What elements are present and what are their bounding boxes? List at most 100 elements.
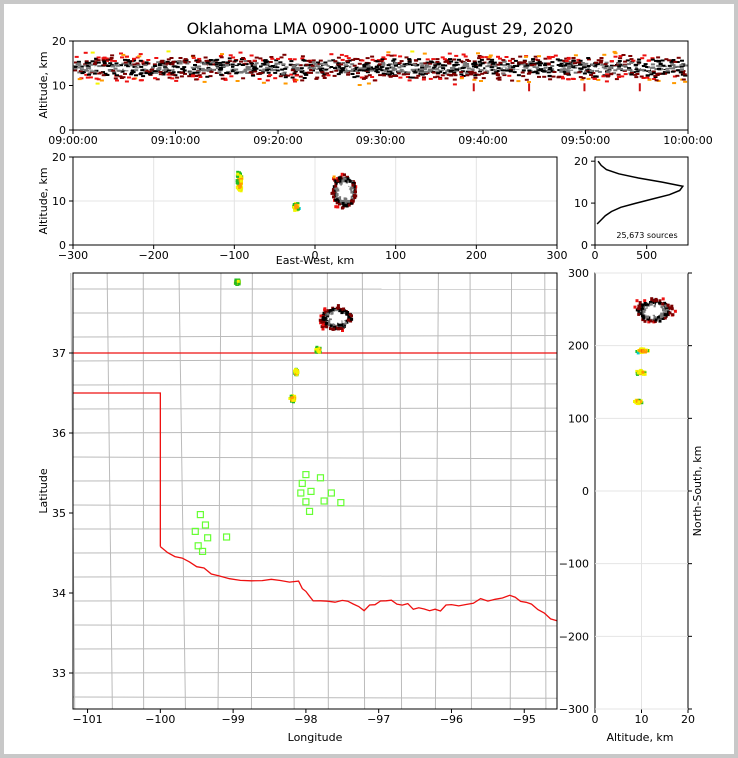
density-cell bbox=[535, 72, 540, 75]
red-river-border bbox=[159, 546, 558, 622]
density-cell bbox=[539, 62, 544, 65]
density-cell bbox=[642, 69, 647, 72]
density-cell bbox=[204, 62, 209, 65]
density-cell bbox=[201, 69, 206, 72]
density-cell bbox=[406, 71, 411, 74]
density-cell bbox=[141, 62, 146, 65]
density-cell bbox=[354, 66, 359, 69]
density-cell bbox=[604, 80, 609, 83]
source-count-annotation: 25,673 sources bbox=[616, 231, 677, 240]
density-cell bbox=[435, 75, 440, 78]
ns-cluster-cell bbox=[653, 301, 657, 304]
density-cell bbox=[367, 74, 372, 77]
plan-cluster-cell bbox=[322, 321, 326, 325]
density-cell bbox=[449, 60, 454, 63]
density-cell bbox=[673, 60, 678, 63]
ew-cluster-cell bbox=[349, 201, 353, 205]
density-cell bbox=[365, 68, 370, 71]
density-cell bbox=[473, 74, 478, 77]
density-cell bbox=[315, 65, 320, 68]
density-cell bbox=[521, 63, 526, 66]
density-cell bbox=[154, 57, 159, 59]
density-cell bbox=[528, 66, 533, 69]
density-cell bbox=[266, 71, 271, 74]
density-cell bbox=[214, 61, 219, 64]
density-cell bbox=[412, 63, 417, 66]
density-cell bbox=[605, 73, 610, 76]
plan-x-tick-label: −99 bbox=[222, 713, 245, 726]
density-cell bbox=[601, 75, 606, 78]
density-cell bbox=[211, 68, 216, 71]
time-altitude-panel: 09:00:00 09:10:00 09:20:00 09:30:00 09:40:00… bbox=[48, 35, 712, 147]
county-line bbox=[72, 479, 558, 482]
density-cell bbox=[376, 59, 381, 62]
county-line bbox=[72, 430, 558, 434]
density-cell bbox=[161, 62, 166, 65]
density-cell bbox=[381, 63, 386, 66]
density-cell bbox=[94, 58, 99, 61]
density-cell bbox=[560, 68, 565, 71]
plan-cluster-cell bbox=[331, 307, 335, 311]
density-cell bbox=[618, 63, 623, 66]
ns-cluster-cell bbox=[644, 308, 648, 312]
county-line bbox=[106, 272, 113, 710]
ew-cluster-cell bbox=[347, 195, 351, 199]
ew-cluster-cell bbox=[339, 199, 343, 203]
density-cell bbox=[148, 73, 152, 76]
density-cell bbox=[408, 76, 413, 79]
density-cell bbox=[496, 63, 500, 66]
density-cell bbox=[428, 62, 433, 65]
ew-cluster-cell bbox=[339, 196, 343, 200]
density-cell bbox=[387, 74, 392, 77]
ew-cluster-cell bbox=[334, 180, 338, 183]
density-cell bbox=[643, 63, 648, 66]
density-cell bbox=[279, 56, 284, 59]
county-line bbox=[72, 456, 558, 460]
density-cell bbox=[119, 64, 123, 67]
density-cell bbox=[105, 59, 109, 62]
ew-cluster-cell bbox=[339, 192, 343, 196]
density-cell bbox=[555, 58, 560, 61]
density-cell bbox=[134, 66, 139, 69]
density-cell bbox=[218, 66, 223, 69]
county-line bbox=[434, 272, 439, 710]
density-cell bbox=[355, 58, 360, 60]
density-cell bbox=[478, 63, 483, 66]
density-cell bbox=[586, 58, 591, 61]
density-cell bbox=[558, 66, 563, 69]
density-cell bbox=[316, 61, 320, 64]
ew-cluster-cell bbox=[335, 195, 339, 199]
density-cell bbox=[489, 66, 494, 69]
density-cell bbox=[340, 69, 345, 71]
density-cell bbox=[616, 73, 621, 76]
density-cell bbox=[523, 55, 528, 58]
density-cell bbox=[387, 73, 392, 76]
plan-cluster-cell bbox=[334, 311, 337, 315]
density-cell bbox=[625, 59, 630, 62]
density-cell bbox=[227, 60, 232, 63]
density-cell bbox=[548, 78, 553, 81]
density-cell bbox=[103, 72, 108, 75]
density-cell bbox=[469, 73, 474, 76]
density-cell bbox=[366, 82, 371, 85]
plan-x-tick-label: −98 bbox=[294, 713, 317, 726]
density-cell bbox=[253, 64, 258, 67]
density-cell bbox=[519, 65, 524, 68]
density-cell bbox=[425, 64, 430, 67]
density-cell bbox=[351, 58, 356, 61]
density-cell bbox=[586, 65, 591, 67]
density-cell bbox=[108, 62, 113, 65]
density-cell bbox=[211, 61, 216, 63]
density-cell bbox=[335, 68, 340, 70]
density-cell bbox=[416, 74, 421, 77]
density-cell bbox=[77, 64, 82, 67]
density-cell bbox=[191, 56, 196, 59]
time-altitude-x-tick-label: 09:40:00 bbox=[458, 134, 507, 147]
density-cell bbox=[254, 62, 259, 65]
density-cell bbox=[452, 78, 457, 81]
ns-cluster-cell bbox=[662, 308, 666, 312]
density-cell bbox=[304, 63, 309, 66]
density-cell bbox=[129, 73, 134, 76]
density-cell bbox=[678, 71, 683, 74]
plan-cluster-cell bbox=[320, 320, 324, 324]
